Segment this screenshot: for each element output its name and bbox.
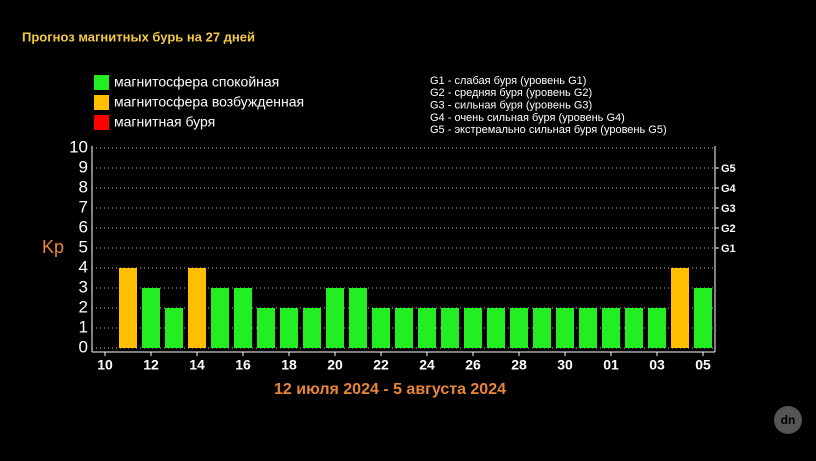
legend-swatch — [94, 115, 109, 130]
bar — [625, 308, 643, 348]
bar — [579, 308, 597, 348]
bar — [556, 308, 574, 348]
bar — [234, 288, 252, 348]
bar — [119, 268, 137, 348]
x-tick-label: 28 — [511, 357, 527, 373]
chart-title: Прогноз магнитных бурь на 27 дней — [22, 29, 255, 44]
bar — [142, 288, 160, 348]
bar — [533, 308, 551, 348]
bar — [418, 308, 436, 348]
note: G3 - сильная буря (уровень G3) — [430, 100, 592, 112]
bar — [188, 268, 206, 348]
legend-label: магнитосфера спокойная — [114, 74, 279, 90]
x-tick-label: 18 — [281, 357, 297, 373]
svg-text:dn: dn — [781, 413, 796, 427]
x-tick-label: 01 — [603, 357, 619, 373]
y2-tick-label: G2 — [721, 223, 736, 235]
y2-tick-label: G1 — [721, 243, 736, 255]
x-tick-label: 10 — [97, 357, 113, 373]
logo: dn — [774, 406, 802, 434]
y-tick-label: 5 — [79, 237, 88, 256]
bar — [372, 308, 390, 348]
y-tick-label: 4 — [79, 257, 88, 276]
x-tick-label: 30 — [557, 357, 573, 373]
y2-tick-label: G4 — [721, 183, 737, 195]
x-tick-label: 22 — [373, 357, 389, 373]
bar — [280, 308, 298, 348]
y2-tick-label: G3 — [721, 203, 736, 215]
subtitle: 12 июля 2024 - 5 августа 2024 — [274, 381, 506, 398]
bar — [257, 308, 275, 348]
bar — [349, 288, 367, 348]
x-tick-label: 05 — [695, 357, 711, 373]
y-tick-label: 8 — [79, 177, 88, 196]
y-tick-label: 10 — [69, 137, 88, 156]
y-tick-label: 7 — [79, 197, 88, 216]
y-tick-label: 3 — [79, 277, 88, 296]
bar — [303, 308, 321, 348]
y2-tick-label: G5 — [721, 163, 736, 175]
bar — [326, 288, 344, 348]
x-tick-label: 03 — [649, 357, 665, 373]
x-tick-label: 26 — [465, 357, 481, 373]
x-tick-label: 24 — [419, 357, 435, 373]
note: G1 - слабая буря (уровень G1) — [430, 75, 586, 87]
bar — [671, 268, 689, 348]
bar — [694, 288, 712, 348]
x-tick-label: 12 — [143, 357, 159, 373]
bar — [441, 308, 459, 348]
y-tick-label: 9 — [79, 157, 88, 176]
note: G2 - средняя буря (уровень G2) — [430, 87, 592, 99]
bar — [165, 308, 183, 348]
x-tick-label: 20 — [327, 357, 343, 373]
legend-label: магнитная буря — [114, 114, 215, 130]
note: G4 - очень сильная буря (уровень G4) — [430, 112, 625, 124]
bar — [464, 308, 482, 348]
y-tick-label: 0 — [79, 337, 88, 356]
legend-label: магнитосфера возбужденная — [114, 94, 304, 110]
bar — [602, 308, 620, 348]
legend-swatch — [94, 95, 109, 110]
bar — [395, 308, 413, 348]
x-tick-label: 14 — [189, 357, 205, 373]
x-tick-label: 16 — [235, 357, 251, 373]
bar — [211, 288, 229, 348]
bar — [487, 308, 505, 348]
bar — [648, 308, 666, 348]
legend-swatch — [94, 75, 109, 90]
bar — [510, 308, 528, 348]
y-tick-label: 1 — [79, 317, 88, 336]
note: G5 - экстремально сильная буря (уровень … — [430, 124, 667, 136]
y-tick-label: 2 — [79, 297, 88, 316]
y-axis-label: Kp — [42, 237, 64, 257]
y-tick-label: 6 — [79, 217, 88, 236]
